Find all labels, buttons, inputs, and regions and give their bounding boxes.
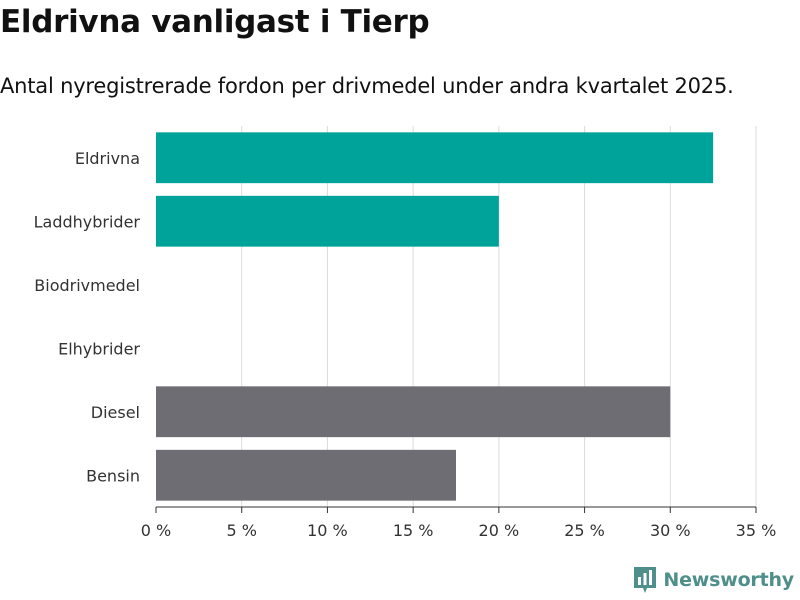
brand-name: Newsworthy (663, 569, 794, 591)
x-tick-label: 10 % (307, 521, 348, 540)
x-tick-label: 20 % (479, 521, 520, 540)
category-label: Diesel (91, 403, 140, 422)
category-label: Laddhybrider (34, 212, 141, 231)
bar (156, 195, 499, 247)
x-tick-label: 5 % (226, 521, 256, 540)
category-labels: Eldrivna Laddhybrider Biodrivmedel Elhybrid… (34, 149, 141, 486)
chart-subtitle: Antal nyregistrerade fordon per drivmede… (0, 74, 734, 98)
grid-lines (241, 126, 757, 507)
category-label: Biodrivmedel (34, 276, 140, 295)
category-label: Eldrivna (75, 149, 140, 168)
x-tick-label: 15 % (393, 521, 434, 540)
x-tick-label: 30 % (650, 521, 691, 540)
brand-logo: Newsworthy (632, 565, 794, 595)
category-label: Bensin (86, 466, 140, 485)
x-tick-label: 25 % (564, 521, 605, 540)
bar (156, 449, 456, 501)
bar (156, 386, 671, 438)
bar (156, 132, 714, 184)
x-axis: 0 % 5 % 10 % 15 % 20 % 25 % 30 % 35 % (141, 506, 777, 540)
x-tick-label: 35 % (736, 521, 777, 540)
category-label: Elhybrider (58, 339, 140, 358)
x-tick-label: 0 % (141, 521, 171, 540)
bars (156, 132, 714, 501)
chart-title: Eldrivna vanligast i Tierp (0, 4, 430, 40)
newsworthy-logo-icon (634, 567, 657, 593)
